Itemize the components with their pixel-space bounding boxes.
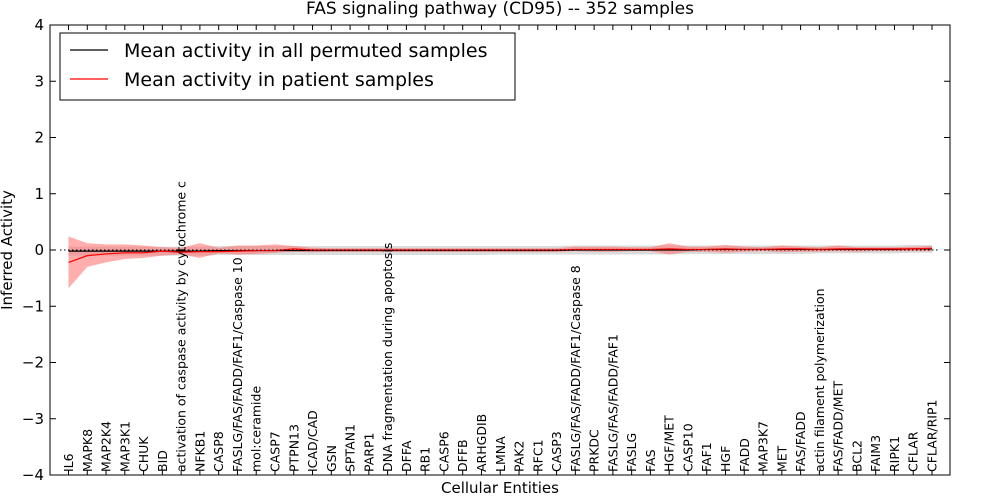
x-axis: IL6 MAPK8 MAP2K4 MAP3K1 CHUK BID activation of…: [61, 25, 940, 475]
x-tick-label: RFC1: [530, 439, 545, 472]
y-axis-title: Inferred Activity: [0, 190, 16, 310]
chart-title: FAS signaling pathway (CD95) -- 352 samp…: [306, 0, 694, 19]
x-tick-label: MAP2K4: [99, 421, 114, 472]
x-tick-label: BID: [155, 450, 170, 472]
x-tick-label: CASP10: [680, 423, 695, 472]
x-tick-label: ARHGDIB: [474, 414, 489, 472]
x-tick-label: mol:ceramide: [249, 386, 264, 472]
x-tick-label: CFLAR: [906, 431, 921, 472]
x-tick-label: ICAD/CAD: [305, 410, 320, 472]
x-tick-label: FASLG: [624, 433, 639, 472]
x-tick-label: CFLAR/RIP1: [925, 400, 940, 472]
x-tick-label: FASLG/FAS/FADD/FAF1/Caspase 10: [230, 257, 245, 472]
x-tick-label: HGF/MET: [662, 415, 677, 472]
x-tick-label: HGF: [718, 446, 733, 472]
x-tick-label: activation of caspase activity by cytoch…: [174, 181, 189, 472]
band-patient: [68, 236, 932, 289]
x-tick-label: FASLG/FAS/FADD/FAF1/Caspase 8: [568, 265, 583, 472]
x-tick-label: PRKDC: [587, 429, 602, 472]
x-tick-label: CASP8: [211, 431, 226, 472]
x-tick-label: SPTAN1: [343, 424, 358, 472]
x-tick-label: actin filament polymerization: [812, 288, 827, 472]
x-tick-label: FAF1: [699, 442, 714, 472]
x-tick-label: RIPK1: [887, 436, 902, 472]
x-tick-label: MAP3K1: [117, 421, 132, 472]
y-tick-label: −3: [22, 410, 44, 428]
x-tick-label: MET: [774, 445, 789, 472]
y-axis: −4 −3 −2 −1 0 1 2 3 4: [22, 16, 950, 484]
legend-box: [59, 32, 516, 101]
x-tick-label: CHUK: [136, 436, 151, 472]
x-tick-label: GSN: [324, 445, 339, 472]
x-tick-label: DNA fragmentation during apoptosis: [380, 243, 395, 472]
x-axis-title: Cellular Entities: [441, 479, 559, 497]
y-tick-label: 0: [34, 241, 44, 259]
x-tick-label: PAK2: [512, 441, 527, 472]
x-tick-label: FAIM3: [868, 435, 883, 472]
y-tick-label: −1: [22, 297, 44, 315]
x-tick-label: FAS/FADD: [793, 411, 808, 472]
y-tick-label: −4: [22, 466, 44, 484]
x-tick-label: CASP6: [436, 431, 451, 472]
x-tick-label: NFKB1: [192, 431, 207, 472]
x-tick-label: MAP3K7: [756, 421, 771, 472]
x-tick-label: RB1: [418, 447, 433, 472]
x-tick-label: DFFB: [455, 439, 470, 472]
x-tick-label: FAS/FADD/MET: [831, 381, 846, 472]
legend-label-permuted: Mean activity in all permuted samples: [124, 40, 487, 62]
y-tick-label: 2: [34, 129, 44, 147]
x-tick-label: CASP7: [267, 431, 282, 472]
y-tick-label: 1: [34, 185, 44, 203]
legend-label-patient: Mean activity in patient samples: [124, 69, 434, 91]
x-tick-label: LMNA: [493, 436, 508, 472]
confidence-bands: [68, 236, 932, 289]
legend: Mean activity in all permuted samples Me…: [59, 32, 516, 101]
x-tick-label: MAPK8: [80, 429, 95, 472]
x-tick-label: FASLG/FAS/FADD/FAF1: [605, 334, 620, 472]
x-tick-label: CASP3: [549, 431, 564, 472]
y-tick-label: 4: [34, 16, 44, 34]
x-tick-label: DFFA: [399, 440, 414, 472]
y-tick-label: −2: [22, 354, 44, 372]
x-tick-label: FADD: [737, 438, 752, 472]
y-tick-label: 3: [34, 72, 44, 90]
x-tick-label: PARP1: [361, 433, 376, 472]
x-tick-label: PTPN13: [286, 424, 301, 472]
x-tick-label: BCL2: [849, 440, 864, 472]
x-tick-label: IL6: [61, 453, 76, 472]
x-tick-label: FAS: [643, 449, 658, 472]
